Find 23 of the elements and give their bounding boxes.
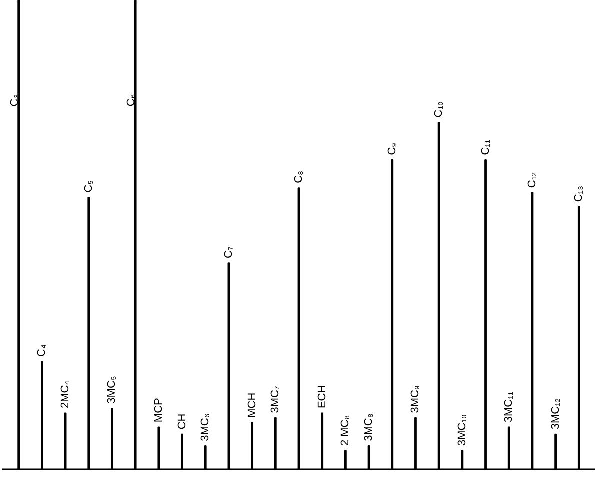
x-tick-label: 3MC₁₀	[456, 414, 468, 446]
x-tick-label: 3MC₉	[410, 386, 422, 414]
x-tick-label: C₈	[293, 170, 305, 184]
x-tick-label: 3MC₁₂	[550, 398, 562, 430]
x-tick-label: C₇	[222, 246, 235, 258]
x-tick-label: 3MC₆	[200, 414, 212, 442]
x-tick-label: C₁₁	[480, 140, 492, 156]
x-tick-label: 3MC₁₁	[503, 392, 516, 423]
x-tick-label: MCH	[246, 392, 258, 418]
x-tick-label: 3MC₈	[363, 414, 376, 442]
x-tick-label: C₅	[82, 180, 95, 193]
x-tick-label: 3MC₇	[270, 386, 282, 414]
x-tick-label: C₉	[386, 142, 398, 156]
x-tick-label: C₄	[36, 344, 48, 357]
x-tick-label: 3MC₅	[106, 376, 118, 404]
x-tick-label: 2 MC₈	[340, 415, 352, 446]
x-tick-label: CH	[176, 414, 188, 430]
x-tick-label: 2MC₄	[60, 380, 72, 409]
x-tick-label: C₁₃	[573, 186, 586, 202]
x-tick-label: C₁₂	[526, 172, 538, 188]
x-tick-label: MCP	[152, 398, 165, 423]
x-tick-label: C₁₀	[433, 102, 446, 118]
x-tick-label: ECH	[316, 385, 328, 409]
